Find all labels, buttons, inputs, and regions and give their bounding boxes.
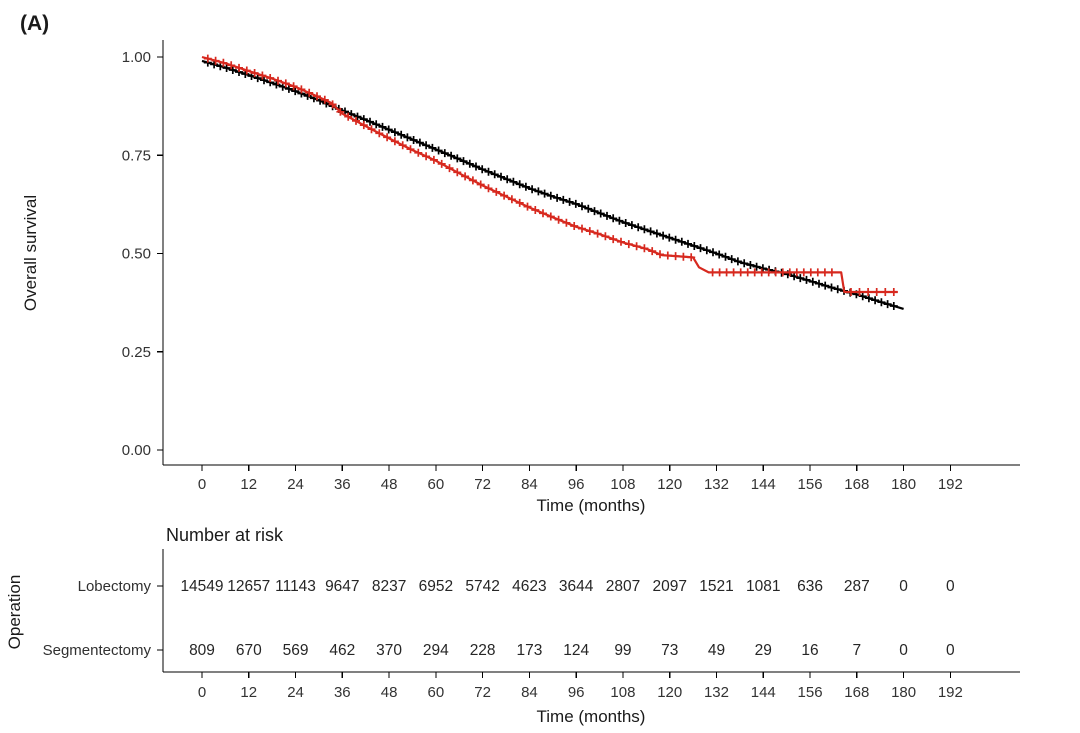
risk-value: 462: [329, 642, 355, 659]
y-tick-label: 0.00: [122, 442, 151, 459]
x-tick-label: 108: [610, 476, 635, 493]
risk-value: 5742: [465, 578, 499, 595]
risk-x-tick-label: 0: [198, 684, 206, 701]
risk-x-tick-label: 168: [844, 684, 869, 701]
x-tick-label: 60: [428, 476, 445, 493]
risk-value: 173: [516, 642, 542, 659]
panel-label: (A): [20, 12, 49, 35]
x-tick-label: 0: [198, 476, 206, 493]
x-tick-label: 120: [657, 476, 682, 493]
risk-x-tick-label: 96: [568, 684, 585, 701]
risk-x-tick-label: 36: [334, 684, 351, 701]
x-tick-label: 84: [521, 476, 538, 493]
risk-value: 124: [563, 642, 589, 659]
risk-value: 7: [853, 642, 862, 659]
y-tick-label: 0.25: [122, 344, 151, 361]
risk-value: 228: [470, 642, 496, 659]
risk-value: 2807: [606, 578, 640, 595]
risk-table-title: Number at risk: [166, 525, 284, 545]
risk-group-axis-label: Operation: [5, 575, 24, 650]
x-tick-label: 168: [844, 476, 869, 493]
risk-x-tick-label: 108: [610, 684, 635, 701]
x-tick-label: 180: [891, 476, 916, 493]
risk-x-tick-label: 156: [798, 684, 823, 701]
risk-x-tick-label: 48: [381, 684, 398, 701]
y-tick-label: 0.50: [122, 246, 151, 263]
risk-value: 1521: [699, 578, 733, 595]
x-tick-label: 36: [334, 476, 351, 493]
risk-value: 73: [661, 642, 678, 659]
risk-value: 2097: [652, 578, 686, 595]
risk-value: 1081: [746, 578, 780, 595]
x-tick-label: 96: [568, 476, 585, 493]
risk-value: 287: [844, 578, 870, 595]
risk-value: 6952: [419, 578, 453, 595]
x-tick-label: 144: [751, 476, 776, 493]
risk-value: 0: [899, 642, 908, 659]
risk-value: 14549: [180, 578, 223, 595]
y-tick-label: 0.75: [122, 147, 151, 164]
risk-row-label: Segmentectomy: [43, 642, 152, 659]
risk-value: 49: [708, 642, 725, 659]
risk-x-tick-label: 12: [240, 684, 257, 701]
y-axis-title: Overall survival: [21, 195, 40, 311]
risk-value: 4623: [512, 578, 546, 595]
x-tick-label: 192: [938, 476, 963, 493]
x-tick-label: 156: [798, 476, 823, 493]
x-tick-label: 12: [240, 476, 257, 493]
risk-x-tick-label: 60: [428, 684, 445, 701]
risk-value: 0: [946, 642, 955, 659]
x-axis-title: Time (months): [537, 496, 646, 515]
risk-value: 11143: [275, 578, 316, 595]
risk-value: 3644: [559, 578, 594, 595]
risk-x-tick-label: 24: [287, 684, 304, 701]
risk-x-tick-label: 144: [751, 684, 776, 701]
risk-x-tick-label: 120: [657, 684, 682, 701]
risk-x-tick-label: 132: [704, 684, 729, 701]
risk-value: 99: [614, 642, 631, 659]
generated-plot-elements: 0.00 0.25 0.50 0.75 1.00 0 0 12 12 24 24 36 36 48 48 60…: [43, 40, 1020, 701]
x-tick-label: 48: [381, 476, 398, 493]
risk-value: 0: [899, 578, 908, 595]
censor-marks-segmentectomy: [203, 54, 898, 296]
risk-row-label: Lobectomy: [78, 578, 152, 595]
risk-value: 0: [946, 578, 955, 595]
y-tick-label: 1.00: [122, 49, 151, 66]
risk-value: 12657: [227, 578, 270, 595]
x-tick-label: 72: [474, 476, 491, 493]
risk-x-tick-label: 72: [474, 684, 491, 701]
risk-value: 29: [755, 642, 772, 659]
risk-value: 16: [801, 642, 818, 659]
risk-x-tick-label: 192: [938, 684, 963, 701]
risk-value: 569: [283, 642, 309, 659]
risk-x-tick-label: 180: [891, 684, 916, 701]
risk-value: 370: [376, 642, 402, 659]
risk-value: 670: [236, 642, 262, 659]
risk-value: 809: [189, 642, 215, 659]
risk-value: 636: [797, 578, 823, 595]
x-tick-label: 24: [287, 476, 304, 493]
risk-value: 9647: [325, 578, 359, 595]
x-tick-label: 132: [704, 476, 729, 493]
risk-x-axis-title: Time (months): [537, 707, 646, 726]
risk-value: 8237: [372, 578, 406, 595]
risk-x-tick-label: 84: [521, 684, 538, 701]
risk-value: 294: [423, 642, 449, 659]
